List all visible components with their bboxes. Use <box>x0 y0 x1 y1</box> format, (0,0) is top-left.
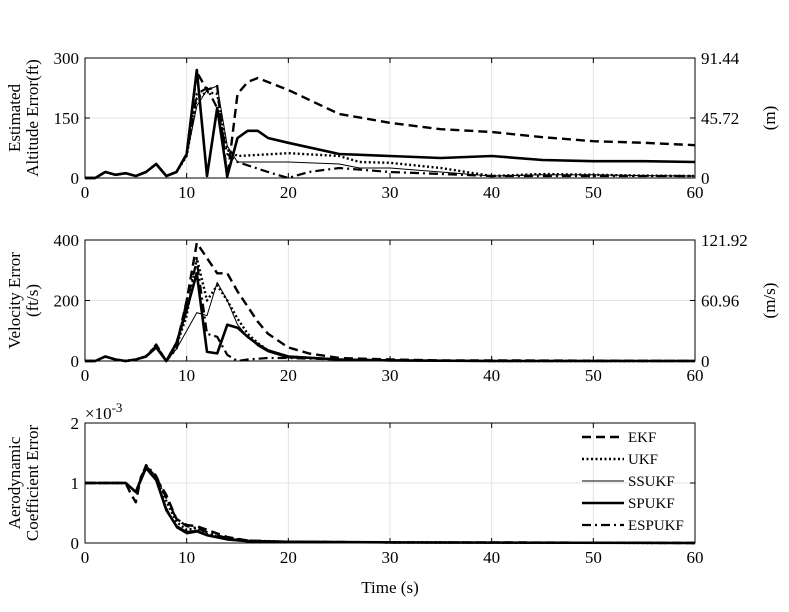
y2-tick-label: 91.44 <box>701 49 740 68</box>
x-tick-label: 20 <box>280 183 297 202</box>
panel-2: 0 10 20 30 40 50 600200400060.96121.92(m/s)Vel… <box>5 231 779 385</box>
x-tick-label: 0 <box>81 366 90 385</box>
x-tick-label: 40 <box>483 183 500 202</box>
x-tick-label: 10 <box>178 366 195 385</box>
series-line-spukf <box>85 68 696 180</box>
panel-1: 0 10 20 30 40 50 600150300045.7291.44(m)Estima… <box>5 49 779 202</box>
legend-label-espukf: ESPUKF <box>628 518 684 534</box>
x-tick-label: 60 <box>687 366 704 385</box>
y2-axis-label: (m/s) <box>760 283 779 319</box>
y2-tick-label: 60.96 <box>701 292 739 311</box>
series-line-ukf <box>85 90 696 180</box>
x-axis-label: Time (s) <box>361 578 418 597</box>
y2-tick-label: 0 <box>701 169 710 188</box>
x-tick-label: 60 <box>687 183 704 202</box>
y-axis-label: Estimated <box>5 84 24 152</box>
y2-tick-label: 0 <box>701 352 710 371</box>
x-tick-label: 30 <box>382 183 399 202</box>
x-tick-label: 10 <box>178 548 195 567</box>
y2-tick-label: 121.92 <box>701 231 748 250</box>
y-axis-label: Aerodynamic <box>5 436 24 529</box>
y-tick-label: 300 <box>54 49 80 68</box>
legend-label-ssukf: SSUKF <box>628 474 675 490</box>
y-tick-label: 400 <box>54 231 80 250</box>
x-tick-label: 0 <box>81 548 90 567</box>
x-tick-label: 50 <box>585 366 602 385</box>
y2-tick-label: 45.72 <box>701 109 739 128</box>
y-multiplier: ×10-3 <box>85 400 122 423</box>
y-tick-label: 0 <box>71 534 80 553</box>
x-tick-label: 60 <box>687 548 704 567</box>
series-line-espukf <box>85 86 695 180</box>
x-tick-label: 0 <box>81 183 90 202</box>
legend-label-ukf: UKF <box>628 452 658 468</box>
legend: EKF UKF SSUKF SPUKF ESPUKF <box>582 430 684 534</box>
x-tick-label: 20 <box>280 548 297 567</box>
y-axis-label: Altitude Error(ft) <box>23 59 42 177</box>
x-tick-label: 10 <box>178 183 195 202</box>
y-tick-label: 0 <box>71 169 80 188</box>
y-tick-label: 0 <box>71 352 80 371</box>
y-tick-label: 200 <box>54 292 80 311</box>
x-tick-label: 30 <box>382 548 399 567</box>
y-tick-label: 1 <box>71 474 80 493</box>
series-line-espukf <box>85 463 696 545</box>
panel-3: 0 10 20 30 40 50 60 0 1 2 Aerodynamic Coefficient E… <box>5 400 704 567</box>
legend-label-ekf: EKF <box>628 430 656 446</box>
y-multiplier-base: ×10 <box>85 404 112 423</box>
x-tick-label: 30 <box>382 366 399 385</box>
y-axis-label: Coefficient Error <box>23 425 42 542</box>
y-multiplier-exponent: -3 <box>112 400 123 415</box>
y2-axis-label: (m) <box>760 106 779 131</box>
y-tick-label: 2 <box>71 414 80 433</box>
y-axis-label: Velocity Error <box>5 252 24 349</box>
y-tick-label: 150 <box>54 109 80 128</box>
x-tick-label: 50 <box>585 183 602 202</box>
x-tick-label: 20 <box>280 366 297 385</box>
legend-label-spukf: SPUKF <box>628 496 675 512</box>
y-axis-label: (ft/s) <box>23 284 42 317</box>
x-tick-label: 40 <box>483 366 500 385</box>
x-tick-label: 50 <box>585 548 602 567</box>
x-tick-label: 40 <box>483 548 500 567</box>
series-line-spukf <box>85 466 696 545</box>
